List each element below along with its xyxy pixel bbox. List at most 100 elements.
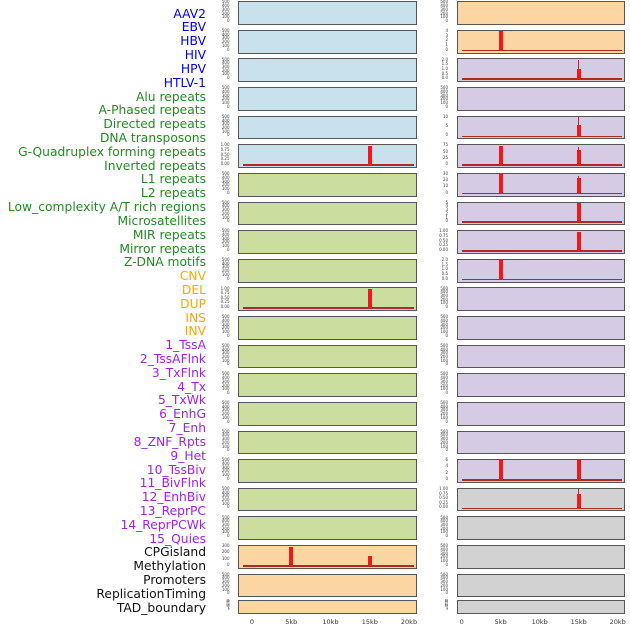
y-tick-label: 500: [221, 485, 230, 491]
y-tick-label: 25: [442, 154, 448, 160]
y-tick-label: 300: [440, 407, 448, 413]
y-tick-label: 0: [445, 475, 448, 481]
y-tick-label: 0: [226, 189, 230, 195]
y-tick-label: 2: [445, 210, 448, 216]
signal-spike: [576, 149, 581, 165]
signal-spike: [576, 493, 581, 509]
y-tick-label: 6: [445, 457, 448, 463]
y-tick-label: 400: [221, 232, 230, 237]
y-tick-label: 0: [445, 361, 448, 367]
track-label: ReplicationTiming: [96, 586, 206, 601]
y-tick-label: 5: [445, 199, 448, 205]
y-tick-label: 400: [440, 575, 448, 581]
y-tick-label: 0: [226, 17, 230, 23]
track-label: HTLV-1: [163, 75, 206, 90]
track-label: 9_Het: [170, 448, 206, 463]
y-tick-label: 100: [221, 414, 230, 420]
y-tick-label: 300: [440, 579, 448, 585]
y-tick-label: 500: [221, 571, 230, 577]
track-panel: [237, 115, 417, 140]
y-tick-label: 10: [226, 605, 230, 609]
y-tick-label: 200: [440, 353, 448, 359]
y-tick-label: 0: [227, 608, 230, 611]
y-tick-label: 500: [221, 256, 230, 262]
x-tick-label: 0: [249, 617, 255, 626]
y-tick-label: 300: [221, 121, 230, 127]
y-tick-label: 300: [221, 493, 230, 499]
y-tick-label: 0.75: [439, 232, 448, 238]
y-tick-label: 300: [221, 64, 230, 69]
track-label: 1_TssA: [165, 338, 206, 353]
y-tick-label: 0: [226, 332, 230, 338]
y-tick-label: 500: [440, 543, 448, 549]
track-label: 10_TssBiv: [146, 462, 206, 477]
y-tick-label: 400: [440, 346, 448, 352]
y-tick-label: 30: [226, 600, 230, 603]
signal-baseline: [242, 164, 414, 166]
y-tick-label: 500: [221, 428, 230, 434]
track-panel: [456, 401, 625, 426]
track-panel: [237, 459, 417, 483]
y-tick-label: 500: [221, 228, 230, 234]
track-label: MIR repeats: [132, 227, 206, 242]
signal-spike: [367, 288, 372, 308]
y-tick-label: 300: [221, 350, 230, 356]
y-tick-label: 0: [445, 103, 448, 109]
x-tick-label: 20kb: [400, 617, 418, 626]
y-tick-label: 0.00: [220, 304, 230, 310]
y-tick-label: 200: [221, 411, 230, 417]
x-tick-label: 20kb: [609, 617, 626, 626]
y-tick-label: 0.5: [441, 270, 448, 276]
track-label: Inverted repeats: [104, 158, 206, 173]
y-tick-label: 1.0: [441, 266, 448, 272]
y-tick-label: 500: [221, 457, 230, 463]
y-tick-label: 400: [221, 518, 230, 524]
signal-baseline: [461, 135, 622, 138]
y-tick-label: 300: [440, 350, 448, 356]
y-tick-label: 100: [221, 14, 230, 20]
signal-spike: [498, 174, 503, 194]
y-tick-label: 200: [440, 582, 448, 588]
y-tick-label: 0: [445, 132, 448, 138]
track-panel: [237, 401, 417, 426]
y-tick-label: 300: [440, 521, 448, 527]
y-tick-label: 0.0: [441, 275, 448, 281]
track-label: 3_TxFlnk: [151, 365, 206, 380]
y-tick-label: 300: [221, 264, 230, 270]
y-tick-label: 500: [440, 0, 448, 5]
track-panel: [456, 287, 625, 312]
y-tick-label: 300: [440, 6, 448, 12]
track-label: INS: [185, 310, 206, 325]
y-tick-label: 400: [440, 88, 448, 94]
y-tick-label: 100: [221, 329, 230, 334]
y-tick-label: 0: [226, 103, 230, 109]
y-tick-label: 1.00: [439, 228, 448, 234]
y-tick-label: 100: [440, 300, 448, 306]
signal-baseline: [461, 278, 622, 281]
y-tick-label: 1.5: [441, 261, 448, 267]
track-panel: [456, 58, 625, 83]
y-tick-label: 200: [440, 382, 448, 388]
y-tick-label: 5: [446, 606, 448, 610]
track-label: Mirror repeats: [119, 241, 206, 256]
y-tick-label: 1.00: [220, 142, 230, 148]
y-tick-label: 500: [440, 85, 448, 91]
track-panel: [237, 599, 417, 615]
y-tick-label: 100: [440, 414, 448, 420]
y-tick-label: 300: [221, 235, 230, 241]
y-tick-label: 200: [221, 239, 230, 245]
track-panel: [456, 487, 625, 512]
y-tick-label: 0: [226, 275, 230, 281]
y-tick-label: 0.50: [439, 495, 448, 501]
signal-baseline: [461, 250, 622, 252]
y-tick-label: 500: [221, 56, 230, 62]
y-tick-label: 200: [221, 210, 230, 216]
y-tick-label: 400: [221, 60, 230, 66]
y-tick-label: 400: [221, 260, 230, 266]
x-tick-label: 15kb: [361, 617, 378, 626]
track-panel: [456, 1, 625, 25]
y-tick-label: 100: [440, 14, 448, 20]
track-panel: [456, 430, 625, 455]
y-tick-label: 100: [221, 71, 230, 77]
y-tick-label: 5: [445, 123, 448, 129]
